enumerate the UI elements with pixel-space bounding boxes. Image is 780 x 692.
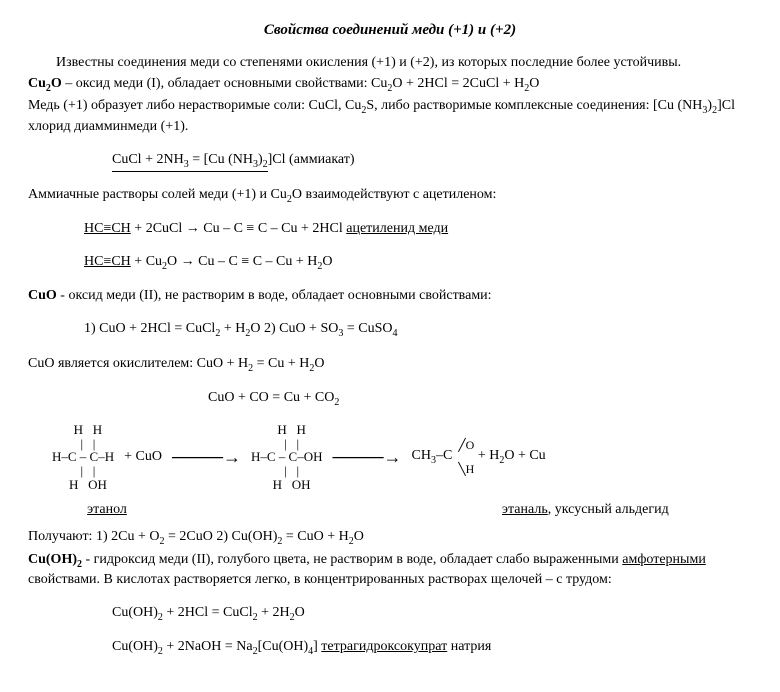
txt: 1) CuO + 2HCl = CuCl <box>84 321 215 336</box>
txt: O <box>529 76 539 91</box>
txt: Cu <box>28 76 46 91</box>
paragraph-preparation: Получают: 1) 2Cu + O2 = 2CuO 2) Cu(OH)2 … <box>28 528 752 548</box>
equation-cuoh2-naoh: Cu(OH)2 + 2NaOH = Na2[Cu(OH)4] тетрагидр… <box>28 638 752 658</box>
txt: O <box>314 356 324 371</box>
paragraph-cuoh2: Cu(OH)2 - гидроксид меди (II), голубого … <box>28 551 752 590</box>
txt: = [Cu (NH <box>189 152 253 167</box>
txt: O <box>51 76 62 91</box>
txt: - оксид меди (II), не растворим в воде, … <box>57 288 492 303</box>
page-title: Свойства соединений меди (+1) и (+2) <box>28 20 752 40</box>
txt: [Cu(OH) <box>258 639 309 654</box>
molecule-intermediate: H H | | H–C – C–OH | | H OH <box>251 423 323 491</box>
equation-ammiakat: CuCl + 2NH3 = [Cu (NH3)2]Cl (аммиакат) <box>28 151 752 172</box>
organic-reaction: H H | | H–C – C–H | | H OH + CuO ────→ H… <box>28 423 752 491</box>
equation-cuo-co: CuO + CO = Cu + CO2 <box>28 389 752 409</box>
equation-cuo-basic: 1) CuO + 2HCl = CuCl2 + H2O 2) CuO + SO3… <box>28 320 752 340</box>
txt: натрия <box>447 639 491 654</box>
txt: CuO + CO = Cu + CO <box>208 390 334 405</box>
txt: O 2) CuO + SO <box>250 321 338 336</box>
arrow-2: ────→ <box>333 445 402 469</box>
molecule-ethanol-struct: H H | | H–C – C–H | | H OH <box>52 423 114 491</box>
txt: Cu(OH) <box>112 605 158 620</box>
txt: S, либо растворимые комплексные соединен… <box>366 98 702 113</box>
txt: O → Cu – C ≡ C – Cu + H <box>167 254 317 269</box>
paragraph-intro: Известны соединения меди со степенями ок… <box>28 54 752 73</box>
txt: + 2HCl = CuCl <box>163 605 253 620</box>
txt: HC≡CH <box>84 254 131 269</box>
txt: O + Cu <box>504 448 545 463</box>
txt: = CuO + H <box>282 529 348 544</box>
txt: CuCl + 2NH <box>112 152 184 167</box>
paragraph-cuo: CuO - оксид меди (II), не растворим в во… <box>28 287 752 306</box>
txt: ] <box>313 639 321 654</box>
plus-cuo: + CuO <box>124 448 162 467</box>
txt: + H <box>220 321 245 336</box>
txt: тетрагидроксокупрат <box>321 639 447 654</box>
txt: CuO является окислителем: CuO + H <box>28 356 248 371</box>
txt: H <box>466 462 475 476</box>
txt: - гидроксид меди (II), голубого цвета, н… <box>82 552 622 567</box>
txt: –C <box>436 448 452 463</box>
txt: O <box>295 605 305 620</box>
txt: O <box>322 254 332 269</box>
molecule-aldehyde: CH3–C ╱O ╲H + H2O + Cu <box>412 447 546 467</box>
txt: ]Cl (аммиакат) <box>268 152 355 167</box>
txt: Получают: 1) 2Cu + O <box>28 529 159 544</box>
paragraph-cu1-salts: Медь (+1) образует либо нерастворимые со… <box>28 97 752 136</box>
arrow-1: ────→ <box>172 445 241 469</box>
txt: HC≡CH <box>84 221 131 236</box>
txt: Cu(OH) <box>112 639 158 654</box>
sub: 2 <box>334 397 339 408</box>
txt: + 2H <box>258 605 290 620</box>
sub: 4 <box>392 328 397 339</box>
reaction-labels: этанол этаналь, уксусный альдегид <box>28 501 752 520</box>
txt: + Cu <box>131 254 162 269</box>
txt: O <box>466 438 475 452</box>
txt: – оксид меди (I), обладает основными сво… <box>62 76 388 91</box>
paragraph-acetylene: Аммиачные растворы солей меди (+1) и Cu2… <box>28 186 752 206</box>
txt: O взаимодействуют с ацетиленом: <box>292 187 497 202</box>
txt: + 2CuCl → Cu – C ≡ C – Cu + 2HCl <box>131 221 346 236</box>
txt: = 2CuO 2) Cu(OH) <box>164 529 277 544</box>
txt: + H <box>478 448 500 463</box>
paragraph-cu2o: Cu2O – оксид меди (I), обладает основным… <box>28 75 752 95</box>
equation-cuoh2-hcl: Cu(OH)2 + 2HCl = CuCl2 + 2H2O <box>28 604 752 624</box>
equation-acetylide-2: HC≡CH + Cu2O → Cu – C ≡ C – Cu + H2O <box>28 253 752 273</box>
txt: Медь (+1) образует либо нерастворимые со… <box>28 98 361 113</box>
txt: + 2NaOH = Na <box>163 639 253 654</box>
txt: O <box>354 529 364 544</box>
txt: Cu(OH) <box>28 552 77 567</box>
txt: CuO <box>28 288 57 303</box>
paragraph-cuo-oxidizer: CuO является окислителем: CuO + H2 = Cu … <box>28 355 752 375</box>
label-ethanal-2: , уксусный альдегид <box>548 502 669 517</box>
equation-acetylide-1: HC≡CH + 2CuCl → Cu – C ≡ C – Cu + 2HCl а… <box>28 220 752 239</box>
txt: O + 2HCl = 2CuCl + H <box>392 76 524 91</box>
txt: амфотерными <box>622 552 706 567</box>
txt: ацетиленид меди <box>346 221 448 236</box>
txt: = Cu + H <box>253 356 309 371</box>
label-ethanol: этанол <box>87 502 127 517</box>
txt: Аммиачные растворы солей меди (+1) и Cu <box>28 187 287 202</box>
txt: = CuSO <box>343 321 392 336</box>
txt: CH <box>412 448 431 463</box>
txt: свойствами. В кислотах растворяется легк… <box>28 572 612 587</box>
label-ethanal: этаналь <box>502 502 548 517</box>
